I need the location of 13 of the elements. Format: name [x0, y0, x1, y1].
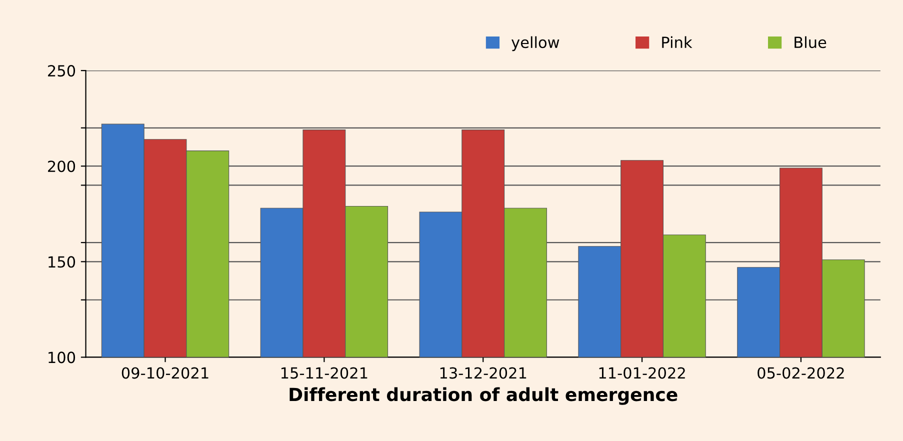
x-tick-label: 11-01-2022: [599, 367, 685, 379]
x-tick-label: 05-02-2022: [758, 367, 844, 379]
x-tick-label: 13-12-2021: [440, 367, 526, 379]
x-tick-label: 09-10-2021: [122, 367, 208, 379]
legend-label: Pink: [662, 36, 692, 48]
x-axis-title: Different duration of adult emergence: [290, 387, 678, 405]
y-tick-label: 250: [48, 65, 76, 77]
legend-label: yellow: [512, 36, 560, 52]
y-tick-label: 100: [48, 352, 76, 364]
y-tick-label: 150: [48, 256, 76, 268]
y-tick-label: 200: [48, 160, 76, 172]
legend-label: Blue: [794, 36, 826, 48]
x-tick-label: 15-11-2021: [281, 367, 368, 379]
